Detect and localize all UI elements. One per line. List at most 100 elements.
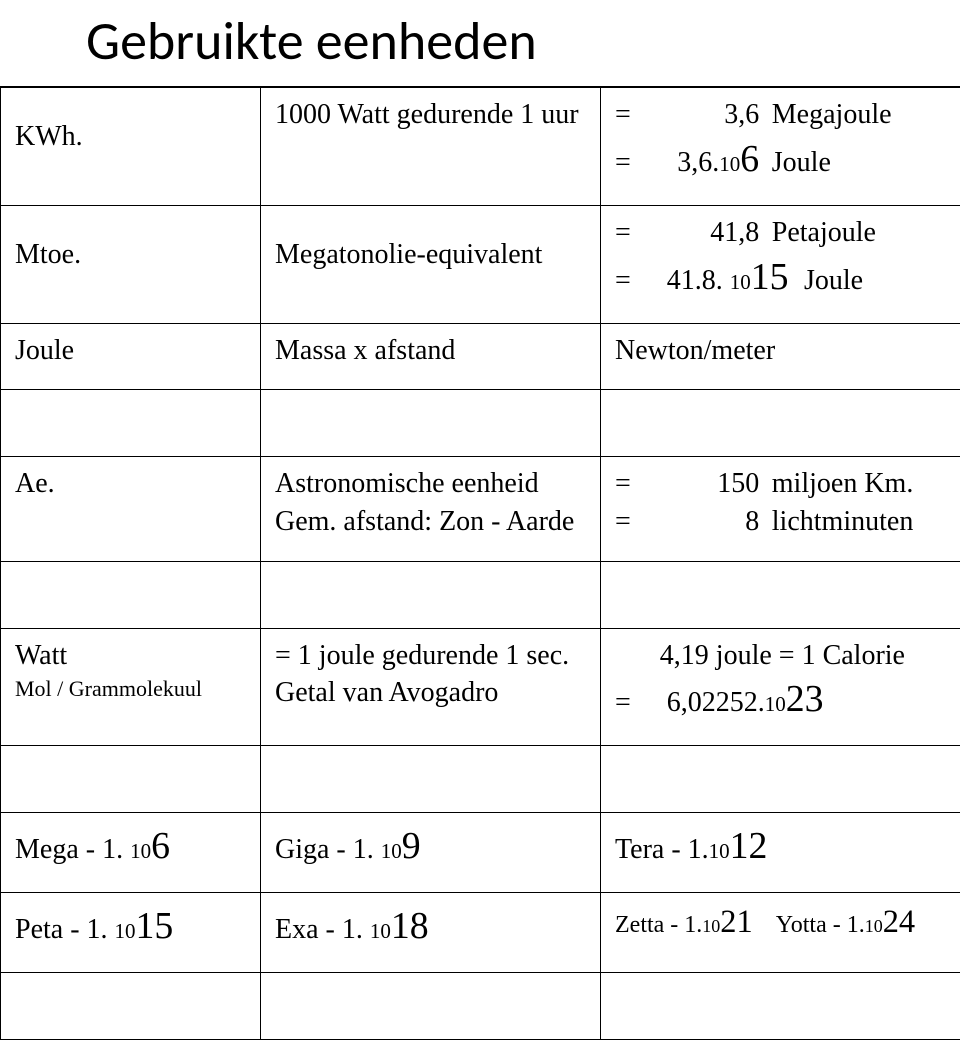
value-unit: Megajoule [772, 99, 892, 130]
table-row: Mega - 1. 106 Giga - 1. 109 Tera - 1.101… [1, 813, 960, 893]
cell-desc: Astronomische eenheid Gem. afstand: Zon … [261, 457, 601, 562]
value-unit: miljoen Km. [772, 468, 914, 499]
table-row: Mtoe. Megatonolie-equivalent = 41,8 Peta… [1, 205, 960, 323]
power: 15 [751, 256, 789, 298]
equals: = [615, 262, 651, 300]
desc-text: Astronomische eenheid [275, 465, 586, 503]
empty-cell [261, 561, 601, 628]
table-row: Ae. Astronomische eenheid Gem. afstand: … [1, 457, 960, 562]
power: 15 [136, 905, 174, 947]
table-row: Peta - 1. 1015 Exa - 1. 1018 Zetta - 1.1… [1, 893, 960, 973]
cell-value: = 150 miljoen Km. = 8 lichtminuten [601, 457, 960, 562]
cell-desc: Megatonolie-equivalent [261, 205, 601, 323]
empty-cell [261, 973, 601, 1040]
cell-value: = 3,6 Megajoule = 3,6.106 Joule [601, 88, 960, 206]
cell-label: KWh. [1, 88, 261, 206]
prefix-text: Giga - 1. [275, 834, 381, 865]
cell-prefix: Mega - 1. 106 [1, 813, 261, 893]
table-row: Watt Mol / Grammolekuul = 1 joule gedure… [1, 628, 960, 746]
cell-label: Ae. [1, 457, 261, 562]
empty-cell [1, 390, 261, 457]
desc-text: = 1 joule gedurende 1 sec. [275, 637, 586, 675]
cell-prefix: Exa - 1. 1018 [261, 893, 601, 973]
num-pre: 41.8. [667, 265, 723, 296]
cell-desc: = 1 joule gedurende 1 sec. Getal van Avo… [261, 628, 601, 746]
value-number: 41,8 [658, 214, 764, 252]
empty-cell [1, 973, 261, 1040]
value-line: = 41.8. 1015 Joule [615, 252, 946, 303]
tens: 10 [115, 919, 136, 943]
power: 18 [391, 905, 429, 947]
tens: 10 [702, 916, 720, 936]
cell-desc: Massa x afstand [261, 323, 601, 390]
tens: 10 [719, 152, 740, 176]
value-unit: lichtminuten [772, 506, 914, 537]
power: 9 [402, 825, 421, 867]
value-line: 4,19 joule = 1 Calorie [615, 637, 946, 675]
cell-value: Newton/meter [601, 323, 960, 390]
power: 6 [151, 825, 170, 867]
tens: 10 [370, 919, 391, 943]
spacer-row [1, 746, 960, 813]
cell-desc: 1000 Watt gedurende 1 uur [261, 88, 601, 206]
value-unit: Petajoule [772, 217, 876, 248]
power: 23 [786, 678, 824, 720]
spacer-row [1, 973, 960, 1040]
unit-abbrev: Mol / Grammolekuul [15, 674, 246, 704]
prefix-text: Tera - 1. [615, 834, 709, 865]
prefix-text: Exa - 1. [275, 914, 370, 945]
cell-prefix: Tera - 1.1012 [601, 813, 960, 893]
value-line: = 8 lichtminuten [615, 503, 946, 541]
value-unit: Joule [772, 147, 831, 178]
cell-label: Watt Mol / Grammolekuul [1, 628, 261, 746]
power: 6 [740, 138, 759, 180]
table-row: KWh. 1000 Watt gedurende 1 uur = 3,6 Meg… [1, 88, 960, 206]
prefix-text: Zetta - 1. [615, 912, 702, 938]
table-row: Joule Massa x afstand Newton/meter [1, 323, 960, 390]
empty-cell [1, 561, 261, 628]
spacer-row [1, 561, 960, 628]
cell-prefix: Peta - 1. 1015 [1, 893, 261, 973]
value-line: = 150 miljoen Km. [615, 465, 946, 503]
value-line: = 3,6 Megajoule [615, 96, 946, 134]
tens: 10 [709, 839, 730, 863]
value-line: = 6,02252.1023 [615, 674, 946, 725]
equals: = [615, 684, 651, 722]
prefix-text: Yotta - 1. [776, 912, 865, 938]
power: 12 [730, 825, 768, 867]
value-number: 41.8. 1015 [658, 265, 795, 296]
desc-text: 1000 Watt gedurende 1 uur [275, 96, 586, 134]
page-title: Gebruikte eenheden [0, 0, 960, 86]
tens: 10 [730, 270, 751, 294]
value-line: = 41,8 Petajoule [615, 214, 946, 252]
units-table: KWh. 1000 Watt gedurende 1 uur = 3,6 Meg… [0, 87, 960, 1040]
cell-label: Mtoe. [1, 205, 261, 323]
value-number: 3,6 [658, 96, 764, 134]
unit-abbrev: Watt [15, 637, 246, 675]
equals: = [615, 503, 651, 541]
empty-cell [601, 973, 960, 1040]
equals: = [615, 96, 651, 134]
equals: = [615, 465, 651, 503]
num-pre: 6,02252. [667, 687, 765, 718]
tens: 10 [381, 839, 402, 863]
cell-prefix: Zetta - 1.1021 Yotta - 1.1024 [601, 893, 960, 973]
value-line: = 3,6.106 Joule [615, 134, 946, 185]
tens: 10 [765, 692, 786, 716]
power: 24 [883, 904, 915, 940]
prefix-text: Peta - 1. [15, 914, 115, 945]
cell-value: 4,19 joule = 1 Calorie = 6,02252.1023 [601, 628, 960, 746]
empty-cell [261, 746, 601, 813]
empty-cell [601, 561, 960, 628]
value-number: 6,02252.1023 [658, 687, 823, 718]
unit-abbrev: Mtoe. [15, 214, 246, 274]
value-number: 150 [658, 465, 764, 503]
desc-text: Getal van Avogadro [275, 674, 586, 712]
equals: = [615, 144, 651, 182]
cell-value: = 41,8 Petajoule = 41.8. 1015 Joule [601, 205, 960, 323]
desc-text: Megatonolie-equivalent [275, 214, 586, 274]
empty-cell [261, 390, 601, 457]
cell-label: Joule [1, 323, 261, 390]
desc-text: Gem. afstand: Zon - Aarde [275, 503, 586, 541]
tens: 10 [130, 839, 151, 863]
